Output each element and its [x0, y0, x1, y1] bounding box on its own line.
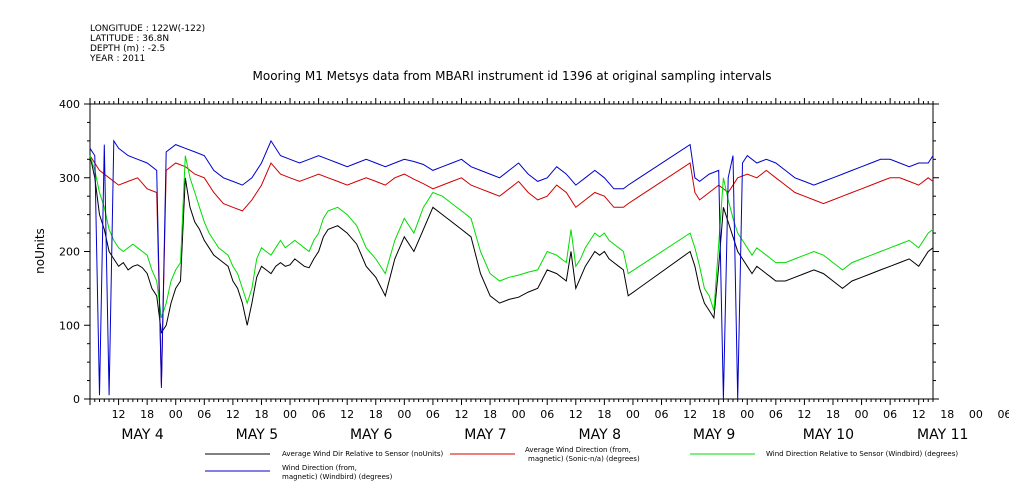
- x-tick-label: 00: [169, 408, 183, 421]
- x-tick-label: 12: [683, 408, 697, 421]
- legend-entry-2: Wind Direction Relative to Sensor (Windb…: [766, 450, 958, 458]
- x-tick-label: 00: [512, 408, 526, 421]
- legend-entry-0: Average Wind Dir Relative to Sensor (noU…: [282, 450, 443, 458]
- x-tick-label: 00: [740, 408, 754, 421]
- series-line-0: [89, 155, 934, 335]
- year-label: YEAR : 2011: [89, 54, 145, 64]
- x-axis: 12 18 00 06 12 18 00 06 12 18 00 06 12 18 00 06 12 18 00 06…: [89, 98, 1009, 443]
- x-tick-label: 06: [769, 408, 783, 421]
- depth-label: DEPTH (m) : -2.5: [90, 44, 165, 54]
- x-tick-label: 06: [312, 408, 326, 421]
- y-tick-label: 0: [73, 393, 80, 406]
- x-day-label: MAY 7: [464, 427, 506, 443]
- legend-entry-3: Wind Direction (from, magnetic) (Windbir…: [282, 464, 393, 481]
- x-tick-label: 06: [883, 408, 897, 421]
- x-tick-label: 06: [655, 408, 669, 421]
- y-tick-label: 200: [59, 246, 80, 259]
- legend-entry-1: Average Wind Direction (from, magnetic) …: [525, 446, 640, 463]
- x-tick-label: 12: [569, 408, 583, 421]
- plot-frame: [89, 103, 934, 400]
- x-tick-label: 18: [597, 408, 611, 421]
- x-day-label: MAY 11: [917, 427, 968, 443]
- x-tick-label: 00: [283, 408, 297, 421]
- latitude-label: LATITUDE : 36.8N: [90, 34, 169, 44]
- x-tick-label: 06: [426, 408, 440, 421]
- x-tick-label: 06: [197, 408, 211, 421]
- series-line-1: [89, 155, 934, 385]
- x-day-label: MAY 6: [350, 427, 393, 443]
- y-axis: 0 100 200 300 400: [59, 98, 939, 406]
- x-tick-label: 00: [855, 408, 869, 421]
- x-tick-label: 18: [826, 408, 840, 421]
- longitude-label: LONGITUDE : 122W(-122): [90, 24, 205, 34]
- x-tick-label: 00: [397, 408, 411, 421]
- x-tick-label: 18: [712, 408, 726, 421]
- y-axis-label: noUnits: [33, 228, 47, 274]
- y-tick-label: 100: [59, 319, 80, 332]
- x-tick-label: 18: [369, 408, 383, 421]
- x-tick-label: 12: [112, 408, 126, 421]
- x-tick-label: 12: [797, 408, 811, 421]
- y-tick-label: 400: [59, 98, 80, 111]
- x-tick-label: 00: [969, 408, 983, 421]
- x-tick-label: 12: [454, 408, 468, 421]
- series-line-2: [89, 155, 934, 319]
- x-tick-label: 18: [254, 408, 268, 421]
- series-layer: [89, 139, 934, 400]
- x-tick-label: 18: [140, 408, 154, 421]
- series-line-3: [89, 139, 934, 400]
- x-tick-label: 00: [626, 408, 640, 421]
- x-tick-label: 12: [340, 408, 354, 421]
- x-tick-label: 12: [226, 408, 240, 421]
- x-tick-label: 12: [912, 408, 926, 421]
- x-tick-label: 06: [540, 408, 554, 421]
- chart-title: Mooring M1 Metsys data from MBARI instru…: [253, 69, 772, 83]
- x-day-label: MAY 10: [803, 427, 854, 443]
- x-day-label: MAY 9: [693, 427, 735, 443]
- x-tick-label: 06: [997, 408, 1009, 421]
- x-tick-label: 18: [483, 408, 497, 421]
- x-day-label: MAY 5: [236, 427, 278, 443]
- y-tick-label: 300: [59, 172, 80, 185]
- x-tick-label: 18: [940, 408, 954, 421]
- x-day-label: MAY 4: [121, 427, 164, 443]
- x-day-label: MAY 8: [579, 427, 621, 443]
- legend: Average Wind Dir Relative to Sensor (noU…: [205, 446, 958, 481]
